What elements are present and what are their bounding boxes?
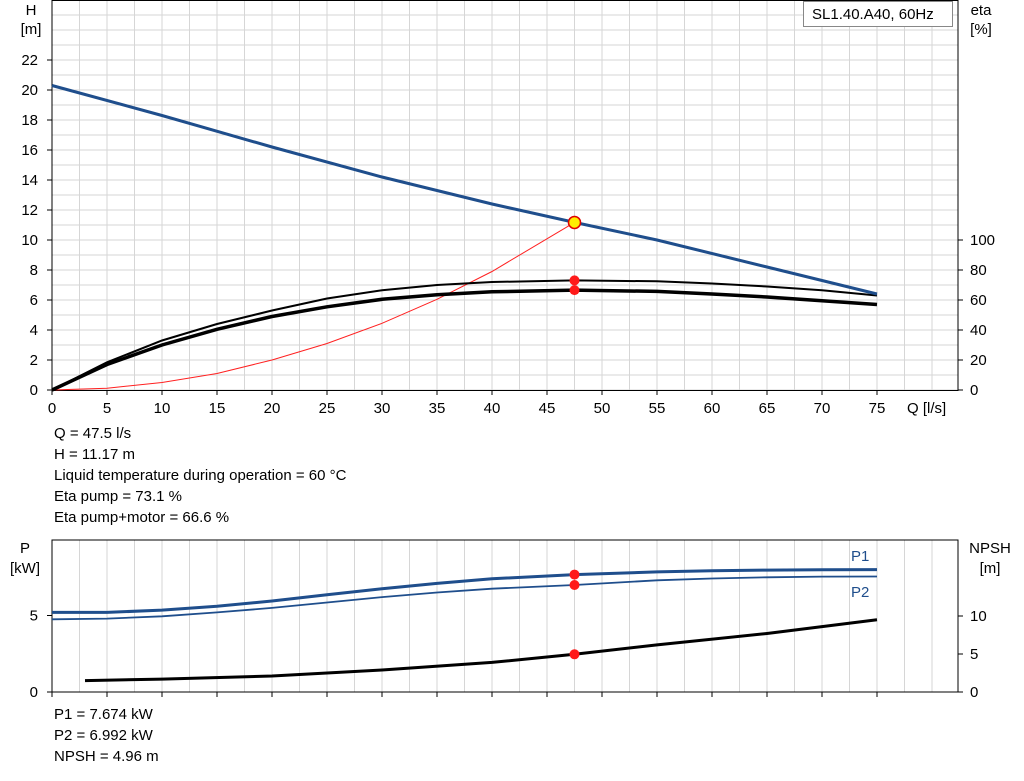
p1-point: [569, 569, 580, 580]
x-tick-label: 0: [48, 400, 56, 417]
y-right-axis-unit: [m]: [980, 560, 1001, 577]
x-tick-label: 70: [814, 400, 831, 417]
npsh-curve: [84, 618, 878, 683]
y-right-tick-label: 40: [970, 322, 987, 339]
x-tick-label: 5: [103, 400, 111, 417]
p2-series-label: P2: [851, 584, 869, 601]
p1-curve: [52, 568, 878, 614]
y-left-tick-label: 16: [21, 142, 38, 159]
y-left-tick-label: 22: [21, 52, 38, 69]
legend-label: SL1.40.A40, 60Hz: [812, 5, 934, 23]
x-tick-label: 65: [759, 400, 776, 417]
y-left-tick-label: 20: [21, 82, 38, 99]
chart-legend: SL1.40.A40, 60Hz: [803, 1, 953, 27]
info-p2: P2 = 6.992 kW: [54, 727, 153, 744]
y-left-axis-label: H: [26, 2, 37, 19]
y-left-axis-unit: [kW]: [10, 560, 40, 577]
y-left-tick-label: 8: [30, 262, 38, 279]
power-info: P1 = 7.674 kW P2 = 6.992 kW NPSH = 4.96 …: [54, 704, 159, 767]
x-tick-label: 10: [154, 400, 171, 417]
y-left-tick-label: 6: [30, 292, 38, 309]
x-tick-label: 50: [594, 400, 611, 417]
system-curve: [51, 221, 575, 391]
duty-point: [567, 215, 582, 230]
x-axis-label: Q [l/s]: [907, 400, 946, 417]
y-right-axis-label: NPSH: [969, 540, 1011, 557]
eta-pump-motor-point: [569, 285, 580, 296]
top-plot-frame: [51, 0, 959, 391]
y-right-tick-label: 60: [970, 292, 987, 309]
y-right-tick-label: 5: [970, 646, 978, 663]
npsh-point: [569, 649, 580, 660]
info-liquid-temp: Liquid temperature during operation = 60…: [54, 467, 347, 484]
y-right-tick-label: 0: [970, 684, 978, 701]
y-left-axis-label: P: [20, 540, 30, 557]
y-left-axis-unit: [m]: [21, 21, 42, 38]
y-left-tick-label: 2: [30, 352, 38, 369]
p2-point: [569, 580, 580, 591]
y-left-tick-label: 12: [21, 202, 38, 219]
head-curve: [51, 84, 878, 296]
x-tick-label: 25: [319, 400, 336, 417]
info-q: Q = 47.5 l/s: [54, 425, 132, 442]
y-right-tick-label: 0: [970, 382, 978, 399]
x-tick-label: 40: [484, 400, 501, 417]
x-tick-label: 20: [264, 400, 281, 417]
info-p1: P1 = 7.674 kW: [54, 706, 153, 723]
x-tick-label: 45: [539, 400, 556, 417]
info-npsh: NPSH = 4.96 m: [54, 748, 159, 765]
operating-point-info: Q = 47.5 l/s H = 11.17 m Liquid temperat…: [54, 423, 346, 528]
x-tick-label: 60: [704, 400, 721, 417]
y-right-tick-label: 80: [970, 262, 987, 279]
p2-curve: [51, 575, 878, 621]
x-tick-label: 15: [209, 400, 226, 417]
y-left-tick-label: 0: [30, 684, 38, 701]
x-tick-label: 35: [429, 400, 446, 417]
y-right-axis-unit: [%]: [970, 21, 992, 38]
y-left-tick-label: 10: [21, 232, 38, 249]
p1-series-label: P1: [851, 548, 869, 565]
y-left-tick-label: 0: [30, 382, 38, 399]
eta-pump-curve: [51, 279, 878, 391]
y-right-tick-label: 20: [970, 352, 987, 369]
eta-pump-point: [569, 275, 580, 286]
x-tick-label: 75: [869, 400, 886, 417]
info-h: H = 11.17 m: [54, 446, 136, 463]
info-eta-pump-motor: Eta pump+motor = 66.6 %: [54, 509, 230, 526]
y-left-tick-label: 4: [30, 322, 38, 339]
info-eta-pump: Eta pump = 73.1 %: [54, 488, 182, 505]
x-tick-label: 30: [374, 400, 391, 417]
y-right-tick-label: 10: [970, 608, 987, 625]
y-left-tick-label: 14: [21, 172, 38, 189]
eta-pump-motor-curve: [51, 288, 878, 392]
y-right-tick-label: 100: [970, 232, 995, 249]
y-left-tick-label: 5: [30, 608, 38, 625]
y-left-tick-label: 18: [21, 112, 38, 129]
y-right-axis-label: eta: [971, 2, 993, 19]
x-tick-label: 55: [649, 400, 666, 417]
